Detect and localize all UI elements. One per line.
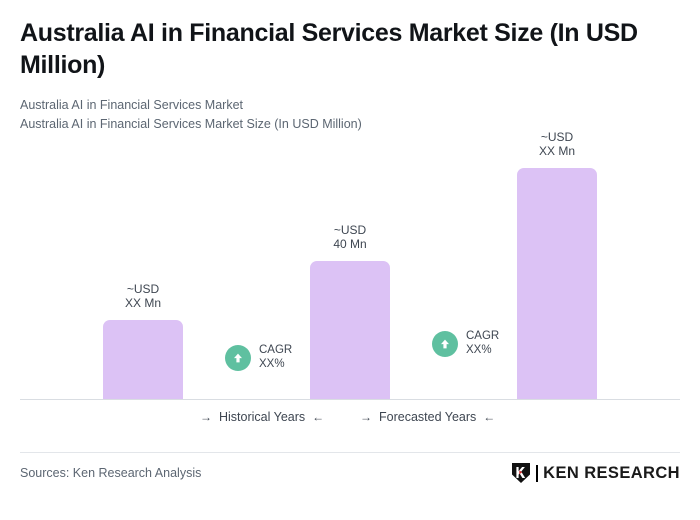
- period-label-historical-text: Historical Years: [219, 410, 306, 424]
- cagr-badge-1: CAGR XX%: [225, 344, 292, 372]
- bar-3-value-line1: ~USD: [540, 129, 574, 144]
- arrow-up-icon: [225, 345, 251, 372]
- page-title: Australia AI in Financial Services Marke…: [20, 19, 638, 79]
- footer-divider: [20, 452, 680, 453]
- logo-divider: [536, 464, 539, 482]
- bar-1[interactable]: [103, 320, 183, 399]
- cagr-badge-2-line1: CAGR: [466, 330, 500, 343]
- arrow-left-icon: ←: [483, 410, 496, 424]
- bar-3-value-line2: XX Mn: [538, 143, 575, 158]
- bar-2-value-label: ~USD 40 Mn: [295, 223, 405, 251]
- bar-2-value-line1: ~USD: [333, 222, 367, 237]
- bar-2[interactable]: [310, 261, 390, 399]
- cagr-badge-2-line2: XX%: [466, 344, 492, 357]
- cagr-badge-1-line2: XX%: [259, 358, 285, 371]
- subtitle-line-1: Australia AI in Financial Services Marke…: [20, 97, 244, 112]
- period-label-historical: → Historical Years ←: [200, 410, 324, 424]
- period-label-forecasted: → Forecasted Years ←: [360, 410, 495, 424]
- period-label-forecasted-text: Forecasted Years: [379, 410, 477, 424]
- shield-k-icon: [511, 462, 531, 484]
- period-label-row: → Historical Years ← → Forecasted Years …: [20, 410, 680, 430]
- chart-header: Australia AI in Financial Services Marke…: [20, 18, 680, 134]
- bar-1-value-line1: ~USD: [126, 281, 160, 296]
- bar-2-value-line2: 40 Mn: [333, 236, 367, 251]
- logo-wordmark: KEN RESEARCH: [543, 463, 680, 482]
- cagr-badge-2-text: CAGR XX%: [466, 330, 499, 358]
- bar-1-value-line2: XX Mn: [124, 295, 161, 310]
- subtitle-group: Australia AI in Financial Services Marke…: [20, 96, 680, 134]
- arrow-right-icon: →: [200, 410, 212, 424]
- cagr-badge-1-text: CAGR XX%: [259, 344, 292, 372]
- bar-3[interactable]: [517, 168, 597, 399]
- bar-3-value-label: ~USD XX Mn: [502, 130, 612, 158]
- plot-area: ~USD XX Mn ~USD 40 Mn ~USD XX Mn CAGR XX…: [20, 110, 680, 400]
- subtitle-line-2: Australia AI in Financial Services Marke…: [20, 116, 362, 131]
- arrow-up-icon: [432, 331, 458, 358]
- x-axis-line: [20, 399, 680, 400]
- cagr-badge-2: CAGR XX%: [432, 330, 499, 358]
- sources-text: Sources: Ken Research Analysis: [20, 466, 202, 480]
- ken-research-logo: KEN RESEARCH: [511, 462, 680, 484]
- arrow-left-icon: ←: [312, 410, 325, 424]
- bar-1-value-label: ~USD XX Mn: [88, 282, 198, 310]
- cagr-badge-1-line1: CAGR: [259, 344, 293, 357]
- arrow-right-icon: →: [360, 410, 372, 424]
